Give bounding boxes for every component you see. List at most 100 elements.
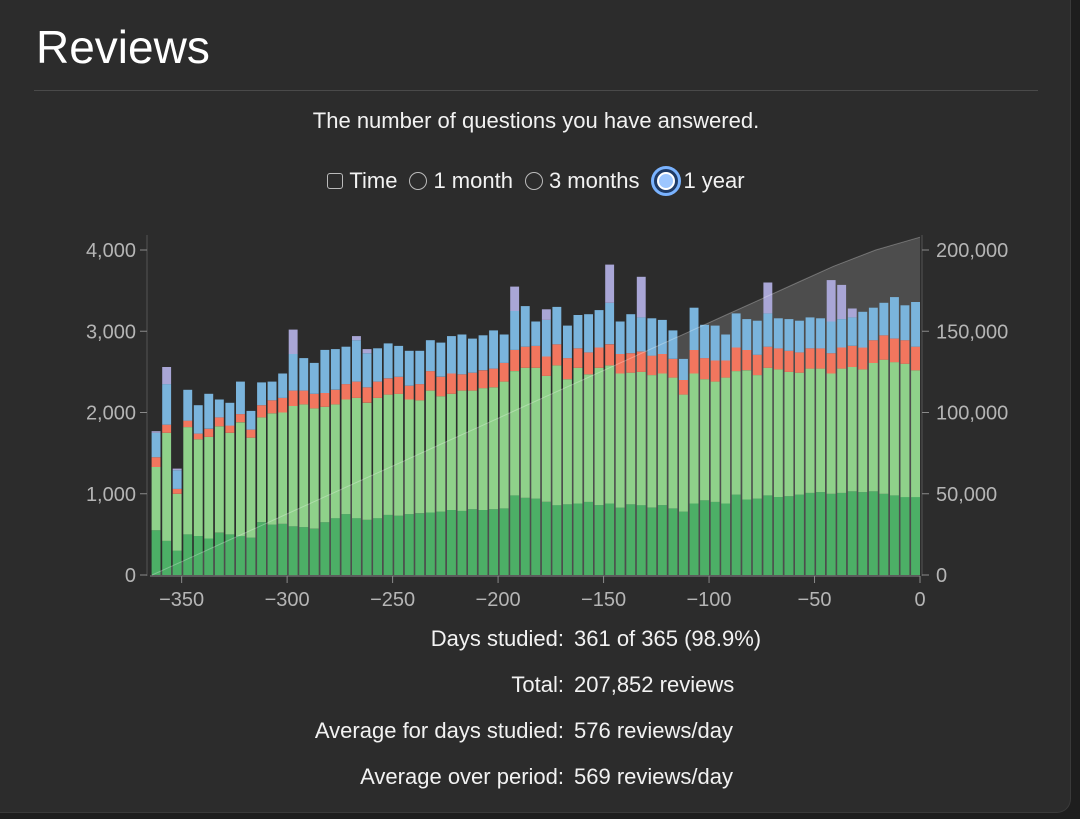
- bar-mature: [510, 495, 520, 575]
- bar-young: [615, 373, 625, 508]
- bar-mature: [225, 534, 235, 575]
- bar-relearning: [183, 420, 193, 428]
- bar-mature: [320, 522, 330, 575]
- time-toggle[interactable]: Time: [327, 168, 397, 194]
- bar-relearning: [594, 347, 604, 368]
- bar-young: [489, 387, 498, 510]
- bar-mature: [615, 507, 625, 575]
- bar-relearning: [626, 353, 636, 373]
- stat-days-studied: Days studied: 361 of 365 (98.9%): [0, 622, 1072, 668]
- bar-young: [626, 372, 636, 505]
- bar-relearning: [468, 372, 477, 391]
- range-label-1-month: 1 month: [433, 168, 513, 193]
- bar-mature: [288, 526, 298, 576]
- chart-subtitle: The number of questions you have answere…: [312, 108, 760, 133]
- stats-table: Days studied: 361 of 365 (98.9%) Total: …: [0, 622, 1072, 806]
- bar-relearning: [563, 358, 572, 380]
- bar-young: [795, 372, 804, 495]
- bar-relearning: [826, 353, 836, 374]
- bar-young: [193, 439, 203, 536]
- bar-filtered: [837, 284, 847, 319]
- bar-young: [584, 374, 593, 502]
- bar-young: [151, 466, 161, 531]
- bar-relearning: [805, 348, 815, 369]
- bar-filtered: [172, 468, 182, 471]
- bar-learning: [626, 314, 636, 354]
- bar-young: [436, 396, 446, 512]
- bar-filtered: [636, 276, 646, 318]
- range-option-1-month[interactable]: 1 month: [409, 168, 513, 194]
- bar-relearning: [689, 349, 699, 374]
- bar-learning: [510, 310, 520, 350]
- bar-learning: [531, 321, 541, 346]
- stat-label: Average over period:: [360, 764, 564, 789]
- bar-relearning: [900, 340, 910, 364]
- bar-relearning: [162, 424, 172, 433]
- bar-mature: [172, 550, 182, 575]
- bar-young: [447, 393, 456, 510]
- bar-learning: [900, 305, 910, 341]
- bar-learning: [668, 330, 678, 359]
- range-label-1-year: 1 year: [683, 168, 745, 193]
- bar-mature: [425, 512, 435, 575]
- bar-young: [668, 377, 678, 509]
- radio-1-year[interactable]: [651, 166, 682, 196]
- bar-young: [636, 371, 646, 506]
- radio-1-month[interactable]: [409, 172, 428, 190]
- bar-learning: [647, 318, 657, 356]
- bar-young: [816, 368, 825, 493]
- bar-mature: [710, 501, 720, 575]
- bar-young: [858, 369, 868, 493]
- bar-mature: [868, 491, 878, 575]
- bar-young: [605, 365, 615, 504]
- radio-3-months[interactable]: [524, 172, 543, 190]
- bar-learning: [352, 340, 361, 382]
- bar-relearning: [647, 355, 657, 376]
- bar-mature: [436, 511, 446, 575]
- bar-learning: [499, 334, 509, 363]
- bar-learning: [309, 362, 319, 394]
- stat-label: Average for days studied:: [314, 718, 564, 743]
- bar-mature: [394, 515, 404, 575]
- bar-mature: [900, 497, 910, 575]
- bar-young: [773, 369, 783, 497]
- range-option-1-year[interactable]: 1 year: [651, 166, 745, 196]
- bar-mature: [752, 498, 762, 575]
- bar-learning: [288, 354, 298, 391]
- bar-mature: [257, 522, 266, 575]
- y-left-tick-label: 2,000: [86, 403, 136, 425]
- stat-average-studied: Average for days studied: 576 reviews/da…: [0, 714, 1072, 760]
- bar-young: [404, 399, 414, 515]
- bar-learning: [457, 334, 467, 375]
- bar-young: [731, 371, 741, 495]
- range-option-3-months[interactable]: 3 months: [524, 168, 640, 194]
- y-left-tick-label: 1,000: [86, 484, 136, 506]
- bar-mature: [541, 501, 551, 575]
- bar-mature: [763, 495, 773, 575]
- bar-relearning: [636, 351, 646, 372]
- bar-mature: [573, 503, 583, 575]
- bar-relearning: [352, 381, 361, 398]
- bar-young: [236, 422, 245, 537]
- bar-young: [531, 367, 541, 499]
- bar-young: [911, 370, 920, 498]
- bar-mature: [657, 505, 667, 575]
- bar-mature: [246, 537, 256, 575]
- bar-mature: [552, 505, 562, 575]
- bar-relearning: [541, 356, 551, 376]
- bar-young: [900, 363, 910, 498]
- bar-relearning: [225, 425, 235, 433]
- bar-relearning: [837, 347, 847, 369]
- bar-relearning: [752, 354, 762, 376]
- bar-young: [257, 417, 266, 523]
- y-left-tick-label: 0: [125, 565, 136, 587]
- bar-learning: [330, 349, 340, 390]
- bar-relearning: [320, 393, 330, 407]
- bar-learning: [383, 343, 393, 379]
- bar-learning: [784, 319, 794, 351]
- bar-filtered: [510, 286, 520, 311]
- time-checkbox[interactable]: [327, 173, 344, 189]
- bar-relearning: [742, 349, 752, 371]
- range-label-3-months: 3 months: [548, 168, 640, 193]
- bar-mature: [679, 511, 688, 575]
